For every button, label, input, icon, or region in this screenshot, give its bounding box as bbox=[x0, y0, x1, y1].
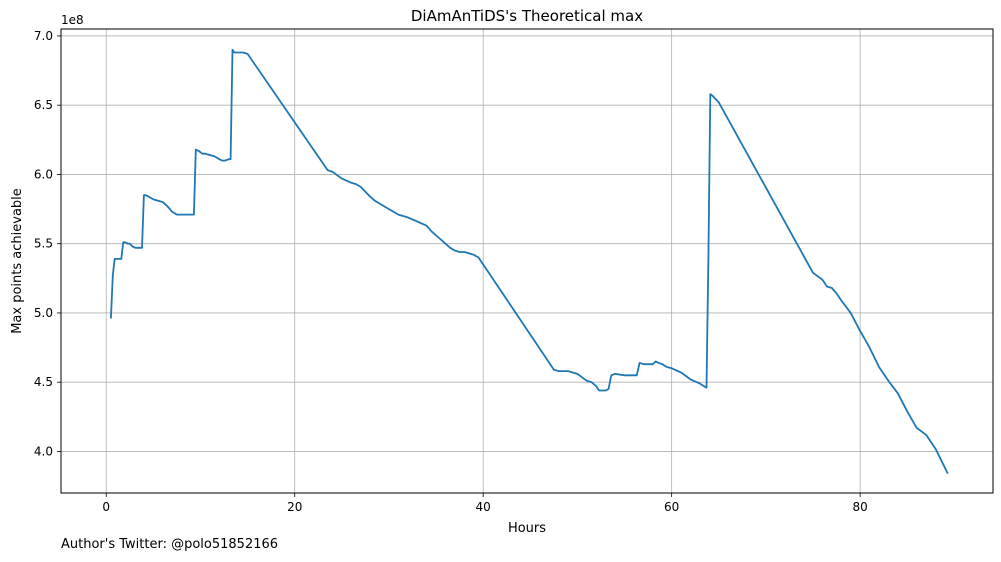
x-tick-label: 20 bbox=[287, 500, 302, 514]
y-tick-label: 4.5 bbox=[34, 375, 53, 389]
series-line bbox=[110, 48, 949, 474]
grid bbox=[61, 29, 993, 493]
chart-title: DiAmAnTiDS's Theoretical max bbox=[411, 7, 643, 25]
x-axis-label: Hours bbox=[508, 521, 546, 536]
y-tick-label: 6.5 bbox=[34, 98, 53, 112]
y-tick-label: 6.0 bbox=[34, 167, 53, 181]
y-tick-label: 5.0 bbox=[34, 306, 53, 320]
y-axis-label: Max points achievable bbox=[10, 188, 25, 334]
y-tick-label: 7.0 bbox=[34, 29, 53, 43]
y-axis: 4.0 4.5 5.0 5.5 6.0 6.5 7.0 bbox=[34, 29, 61, 458]
y-axis-multiplier: 1e8 bbox=[61, 13, 84, 27]
plot-area bbox=[110, 48, 949, 474]
x-tick-label: 60 bbox=[664, 500, 679, 514]
author-footnote: Author's Twitter: @polo51852166 bbox=[61, 537, 279, 552]
x-axis: 0 20 40 60 80 bbox=[102, 493, 868, 514]
axes-frame bbox=[60, 28, 994, 494]
y-tick-label: 5.5 bbox=[34, 237, 53, 251]
x-tick-label: 80 bbox=[852, 500, 867, 514]
y-tick-label: 4.0 bbox=[34, 444, 53, 458]
x-tick-label: 40 bbox=[476, 500, 491, 514]
x-tick-label: 0 bbox=[102, 500, 110, 514]
